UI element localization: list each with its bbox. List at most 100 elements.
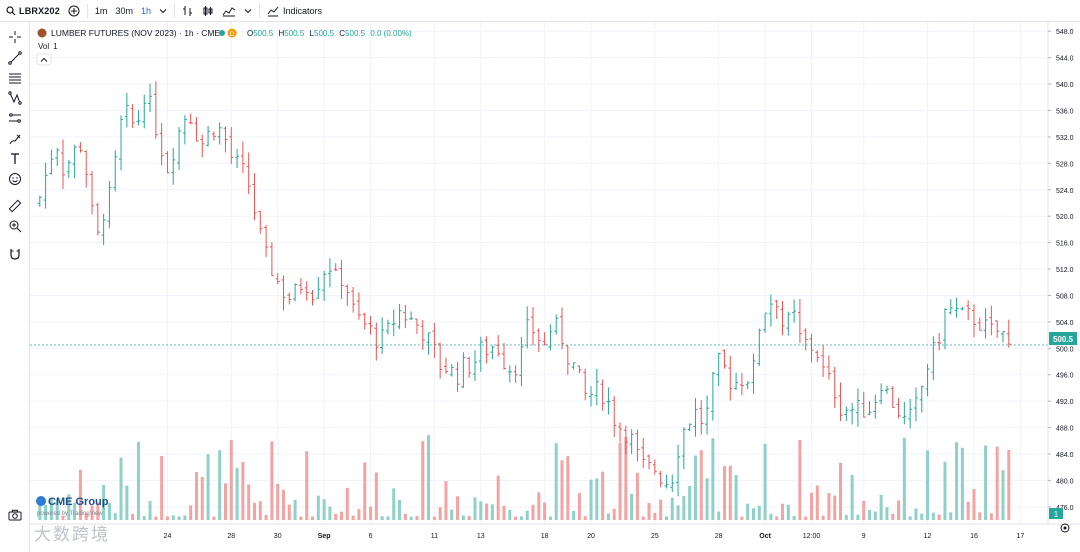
volume-bar bbox=[682, 496, 686, 520]
volume-bar bbox=[612, 508, 616, 520]
zoom-in-tool[interactable] bbox=[6, 217, 24, 235]
crosshair-tool[interactable] bbox=[6, 28, 24, 46]
volume-bar bbox=[409, 516, 413, 520]
time-tick-label: 30 bbox=[274, 533, 282, 540]
interval-dropdown[interactable] bbox=[155, 0, 171, 22]
magnet-tool[interactable] bbox=[6, 245, 24, 263]
chevron-up-icon bbox=[40, 57, 48, 62]
volume-bar bbox=[316, 495, 320, 520]
price-tick-label: 548.0 bbox=[1056, 29, 1074, 36]
indicators-button[interactable]: Indicators bbox=[263, 0, 326, 22]
symbol-label: LBRX202 bbox=[19, 5, 60, 16]
volume-bar bbox=[757, 505, 761, 520]
bar-style-icon bbox=[182, 5, 192, 16]
screenshot-button[interactable] bbox=[6, 506, 24, 524]
volume-bar bbox=[479, 501, 483, 520]
volume-bar bbox=[490, 504, 494, 520]
collapse-legend-button[interactable] bbox=[36, 53, 52, 66]
volume-bar bbox=[73, 502, 77, 520]
volume-bar bbox=[461, 515, 465, 520]
volume-bar bbox=[386, 516, 390, 520]
volume-bar bbox=[223, 483, 227, 520]
volume-bar bbox=[775, 516, 779, 520]
price-tick-label: 516.0 bbox=[1056, 241, 1074, 248]
volume-bar bbox=[49, 498, 53, 520]
price-axis[interactable]: 548.0 544.0 540.0 536.0 532.0 528.0 524.0 520.0… bbox=[1048, 29, 1074, 512]
interval-1m[interactable]: 1m bbox=[94, 5, 108, 16]
area-style-button[interactable] bbox=[218, 0, 240, 22]
volume-bar bbox=[902, 437, 906, 520]
volume-bar bbox=[804, 516, 808, 520]
volume-bar bbox=[618, 442, 622, 520]
indicators-icon bbox=[267, 6, 279, 16]
volume-bar bbox=[827, 492, 831, 520]
emoji-tool[interactable] bbox=[6, 170, 24, 188]
interval-30m[interactable]: 30m bbox=[115, 5, 133, 16]
volume-bar bbox=[978, 512, 982, 520]
volume-bar bbox=[850, 474, 854, 520]
time-tick-label: 20 bbox=[587, 533, 595, 540]
volume-bar bbox=[154, 516, 158, 520]
volume-bar bbox=[345, 487, 349, 520]
volume-bar bbox=[560, 460, 564, 520]
volume-bar bbox=[218, 450, 222, 520]
fib-lines-icon bbox=[9, 73, 21, 84]
price-tick-label: 492.0 bbox=[1056, 399, 1074, 406]
volume-bar bbox=[548, 516, 552, 520]
volume-bar bbox=[351, 515, 355, 520]
volume-bar bbox=[868, 509, 872, 520]
add-symbol-button[interactable] bbox=[64, 0, 84, 22]
candle-style-button[interactable] bbox=[198, 0, 218, 22]
volume-bar bbox=[653, 512, 657, 520]
magnet-icon bbox=[10, 249, 20, 260]
search-icon bbox=[6, 5, 16, 15]
time-axis[interactable]: 24 28 30 Sep 6 11 13 18 20 25 28 Oct 12:00 9 12 16 17 bbox=[164, 533, 1025, 540]
volume-bar bbox=[659, 499, 663, 520]
volume-bar bbox=[844, 514, 848, 520]
volume-bar bbox=[398, 499, 402, 520]
volume-bar bbox=[711, 438, 715, 520]
crosshair-icon bbox=[9, 31, 21, 43]
brush-tool[interactable] bbox=[6, 130, 24, 148]
chart-settings-button[interactable] bbox=[1060, 523, 1070, 533]
volume-bar bbox=[502, 505, 506, 520]
price-tick-label: 500.0 bbox=[1056, 346, 1074, 353]
volume-bar bbox=[746, 503, 750, 520]
lumber-symbol-icon bbox=[37, 28, 47, 38]
volume-bar bbox=[577, 493, 581, 520]
volume-bar bbox=[142, 516, 146, 520]
volume-bar bbox=[583, 516, 587, 520]
volume-bar bbox=[734, 474, 738, 520]
volume-bar bbox=[380, 516, 384, 520]
volume-bar bbox=[212, 516, 216, 520]
text-tool[interactable] bbox=[6, 150, 24, 168]
volume-bar bbox=[165, 516, 169, 520]
fib-tool[interactable] bbox=[6, 69, 24, 87]
measure-tool[interactable] bbox=[6, 109, 24, 127]
volume-bar bbox=[670, 497, 674, 520]
price-chart[interactable]: 548.0 544.0 540.0 536.0 532.0 528.0 524.0 520.0… bbox=[30, 22, 1080, 552]
symbol-search[interactable]: LBRX202 bbox=[0, 0, 64, 22]
bar-style-button[interactable] bbox=[178, 0, 198, 22]
ruler-tool[interactable] bbox=[6, 197, 24, 215]
volume-bar bbox=[160, 455, 164, 520]
price-tick-label: 484.0 bbox=[1056, 452, 1074, 459]
volume-bar bbox=[717, 511, 721, 520]
volume-bars bbox=[38, 435, 1011, 520]
volume-bar bbox=[432, 516, 436, 520]
price-tick-label: 504.0 bbox=[1056, 320, 1074, 327]
interval-1h[interactable]: 1h bbox=[140, 5, 151, 16]
volume-bar bbox=[183, 515, 187, 520]
volume-bar bbox=[630, 493, 634, 520]
volume-bar bbox=[55, 499, 59, 520]
chart-style-dropdown[interactable] bbox=[240, 0, 256, 22]
volume-bar bbox=[781, 503, 784, 520]
volume-bar bbox=[473, 497, 477, 520]
volume-bar bbox=[914, 508, 918, 520]
time-tick-label: 17 bbox=[1016, 533, 1024, 540]
pattern-tool[interactable] bbox=[6, 89, 24, 107]
volume-bar bbox=[357, 509, 361, 520]
measure-icon bbox=[9, 113, 21, 123]
trend-line-tool[interactable] bbox=[6, 49, 24, 67]
volume-bar bbox=[264, 514, 268, 520]
